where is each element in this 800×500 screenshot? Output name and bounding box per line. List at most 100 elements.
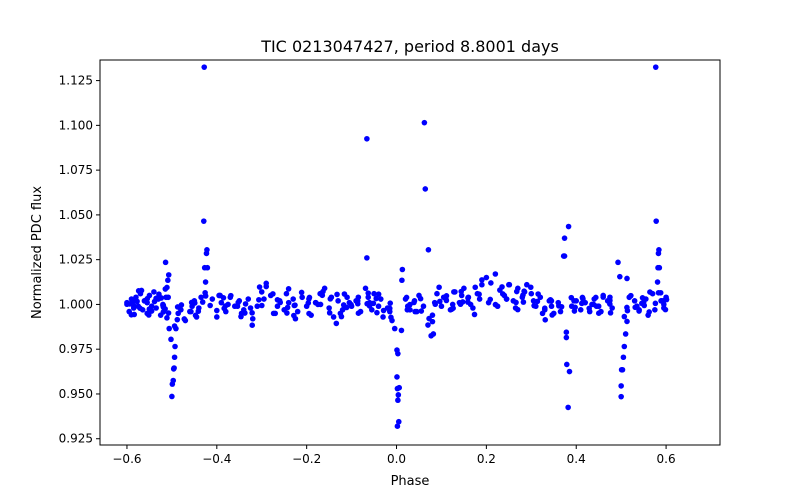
data-point <box>374 309 380 316</box>
data-point <box>188 308 194 315</box>
data-point <box>656 264 663 271</box>
data-point <box>198 294 204 301</box>
data-point <box>407 301 413 308</box>
data-point <box>292 302 298 308</box>
data-point <box>465 299 471 305</box>
data-point <box>506 281 513 288</box>
data-point <box>306 310 312 317</box>
data-point <box>615 259 621 266</box>
x-axis-label: Phase <box>391 474 430 489</box>
data-point <box>421 119 428 126</box>
data-point <box>164 315 170 321</box>
data-point <box>527 284 534 291</box>
data-point <box>258 289 265 295</box>
data-point <box>535 291 541 297</box>
data-point <box>425 322 431 328</box>
data-point <box>558 303 565 310</box>
data-point <box>290 296 296 302</box>
data-point <box>270 291 276 297</box>
data-point <box>178 302 185 308</box>
data-point <box>619 366 626 373</box>
data-point <box>437 298 443 305</box>
data-point <box>395 418 402 425</box>
data-point <box>162 286 169 292</box>
data-point <box>572 304 578 311</box>
data-point <box>335 298 341 304</box>
data-point <box>263 280 270 287</box>
data-point <box>621 343 628 350</box>
data-point <box>298 289 305 296</box>
data-point <box>249 310 255 316</box>
data-point <box>655 250 662 257</box>
data-point <box>487 296 494 303</box>
data-point <box>513 288 520 295</box>
data-point <box>256 284 263 290</box>
data-point <box>202 293 209 299</box>
data-point <box>228 292 234 299</box>
data-point <box>378 296 384 302</box>
data-point <box>653 218 659 224</box>
x-tick-label: 0.4 <box>567 452 586 466</box>
data-point <box>593 294 599 301</box>
data-point <box>218 299 225 306</box>
data-point <box>283 290 290 297</box>
data-point <box>317 301 324 308</box>
data-point <box>371 290 377 297</box>
data-point <box>652 307 658 313</box>
data-point <box>499 291 506 297</box>
data-point <box>396 384 403 391</box>
x-tick-label: −0.2 <box>292 452 321 466</box>
data-point <box>418 308 425 314</box>
data-point <box>151 289 157 295</box>
data-point <box>654 279 661 285</box>
data-point <box>171 365 177 371</box>
data-point <box>249 322 256 329</box>
data-point <box>294 308 301 315</box>
data-point <box>204 264 211 271</box>
data-point <box>201 64 208 70</box>
data-point <box>590 301 597 308</box>
y-tick-label: 0.950 <box>59 387 93 401</box>
data-point <box>621 313 628 320</box>
data-point <box>144 295 151 302</box>
data-point <box>434 290 440 297</box>
data-point <box>306 294 313 301</box>
data-point <box>436 284 442 291</box>
data-point <box>528 290 535 297</box>
data-point <box>563 329 570 335</box>
data-point <box>299 294 305 301</box>
data-point <box>162 259 169 266</box>
data-point <box>655 289 662 296</box>
data-point <box>547 296 554 303</box>
data-point <box>471 311 478 318</box>
data-point <box>448 306 455 313</box>
data-point <box>146 306 153 312</box>
y-tick-label: 1.050 <box>59 208 93 222</box>
data-point <box>577 307 584 313</box>
data-point <box>564 361 570 368</box>
data-point <box>595 310 602 317</box>
data-point <box>631 298 638 304</box>
data-point <box>579 294 586 301</box>
data-point <box>479 277 485 283</box>
data-point <box>398 327 405 334</box>
data-point <box>394 374 400 380</box>
data-point <box>354 300 361 307</box>
data-point <box>652 300 659 307</box>
data-point <box>165 277 171 284</box>
data-point <box>488 280 494 286</box>
x-tick-label: −0.6 <box>112 452 141 466</box>
data-point <box>284 310 290 316</box>
data-point <box>624 275 630 282</box>
data-point <box>365 290 372 296</box>
data-point <box>326 310 333 316</box>
chart-title: TIC 0213047427, period 8.8001 days <box>260 37 559 56</box>
y-tick-label: 0.925 <box>59 432 93 446</box>
data-point <box>145 312 152 318</box>
data-point <box>565 404 571 411</box>
data-point <box>420 303 427 310</box>
data-point <box>607 297 613 304</box>
data-point <box>214 314 220 320</box>
data-point <box>254 303 261 310</box>
